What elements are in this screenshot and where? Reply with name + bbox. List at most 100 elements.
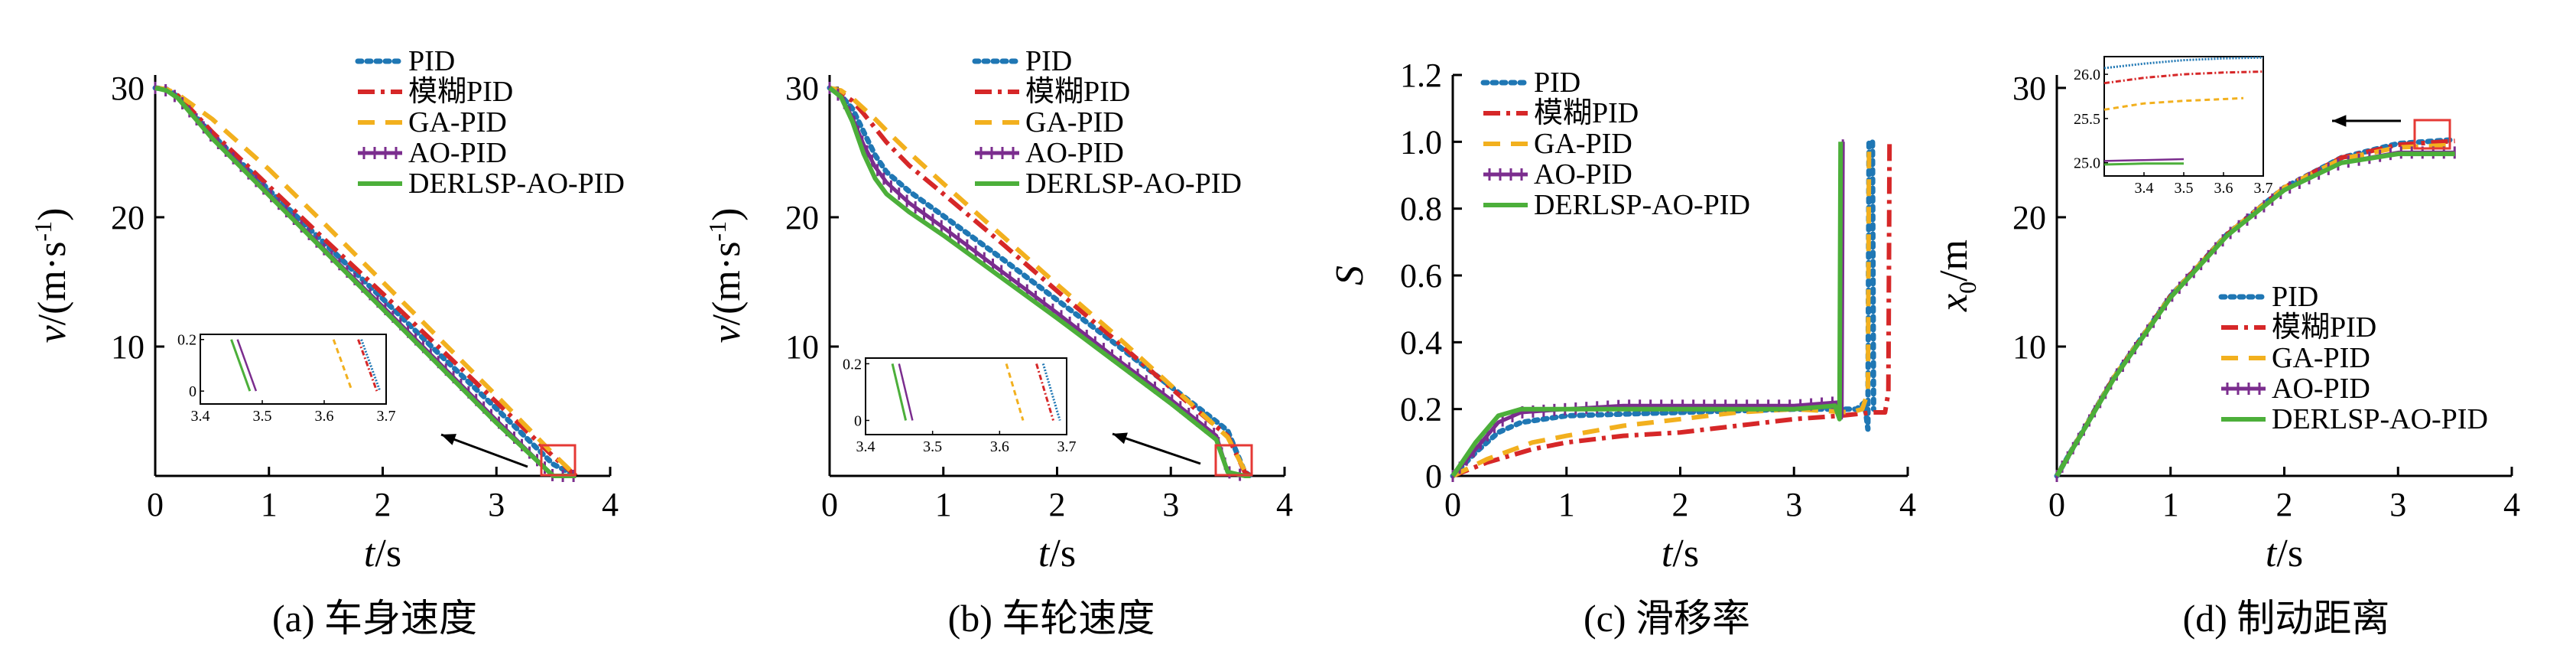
inset-y-tick-label: 25.0	[2074, 155, 2100, 172]
legend-label: PID	[1534, 67, 1580, 99]
y-tick-label: 1.0	[1400, 123, 1442, 161]
x-axis-label-var: t	[1038, 532, 1051, 575]
legend-label: GA-PID	[1534, 128, 1632, 160]
inset-series-模糊PID	[2103, 70, 2264, 85]
x-tick-label: 0	[821, 486, 838, 523]
y-axis-label-unit: /m	[1932, 239, 1976, 282]
inset-x-tick-label: 3.7	[377, 408, 396, 425]
inset-series-PID	[2103, 56, 2264, 70]
inset-x-tick-label: 3.6	[990, 438, 1009, 455]
inset-x-tick-label: 3.6	[315, 408, 334, 425]
inset-x-tick-label: 3.5	[923, 438, 942, 455]
inset-x-tick-label: 3.6	[2214, 180, 2233, 197]
x-tick-label: 2	[1049, 486, 1066, 523]
series-line-DERLSP-AO-PID	[828, 86, 1251, 478]
x-tick-label: 0	[2048, 486, 2065, 523]
x-tick-label: 3	[2389, 486, 2406, 523]
y-tick-label: 20	[785, 199, 819, 236]
y-axis-label-var: v	[705, 324, 749, 343]
x-tick-label: 1	[935, 486, 952, 523]
x-tick-label: 1	[2162, 486, 2179, 523]
inset-y-tick-label: 0	[189, 383, 197, 400]
y-axis-label-unit: /(m·s	[31, 242, 74, 326]
panel-caption: (d) 制动距离	[2183, 597, 2390, 640]
x-axis-label-unit: /s	[2276, 532, 2303, 575]
series-line-DERLSP-AO-PID	[154, 85, 577, 478]
legend-label: AO-PID	[408, 137, 507, 169]
inset-frame	[2103, 56, 2264, 177]
zoom-box	[2413, 119, 2451, 150]
legend-label: DERLSP-AO-PID	[1534, 189, 1750, 221]
inset-series-GA-PID	[1005, 363, 1025, 421]
y-axis-label-close: )	[705, 208, 749, 221]
inset-y-tick-label: 0.2	[177, 332, 197, 349]
y-axis-label-sub: 0	[1954, 282, 1981, 294]
legend-label: PID	[408, 45, 455, 77]
y-tick-label: 0.4	[1400, 324, 1442, 361]
zoom-arrow-head	[1113, 432, 1128, 445]
y-axis-label-var: v	[31, 324, 74, 343]
inset-series-AO-PID	[236, 339, 258, 392]
inset-y-tick-label: 26.0	[2074, 67, 2100, 83]
inset-series-AO-PID	[2103, 158, 2185, 162]
legend-label: AO-PID	[1025, 137, 1124, 169]
inset-series-PID	[1041, 363, 1061, 421]
x-tick-label: 2	[375, 486, 391, 523]
x-axis-label-unit: /s	[375, 532, 401, 575]
series-line-模糊PID	[828, 86, 1252, 478]
zoom-arrow-head	[2332, 115, 2347, 127]
inset-x-tick-label: 3.4	[856, 438, 875, 455]
inset-frame	[865, 357, 1067, 435]
x-tick-label: 2	[2276, 486, 2293, 523]
inset-plot: 3.4 3.5 3.6 3.7 25.0 25.5 26.0	[2074, 56, 2273, 197]
series-line-GA-PID	[154, 85, 578, 478]
inset-series-DERLSP-AO-PID	[230, 339, 252, 392]
y-tick-label: 10	[111, 328, 145, 366]
inset-y-tick-label: 0.2	[843, 356, 862, 373]
inset-plot: 3.4 3.5 3.6 3.7 0 0.2	[843, 356, 1077, 455]
legend-label: DERLSP-AO-PID	[2272, 403, 2488, 435]
y-axis-label-sup: -1	[29, 221, 57, 242]
y-tick-label: 0.2	[1400, 391, 1442, 428]
panel-caption: (a) 车身速度	[272, 597, 477, 640]
y-tick-label: 0.6	[1400, 257, 1442, 295]
y-tick-label: 30	[785, 70, 819, 107]
x-axis-label: t/s	[1662, 532, 1699, 575]
x-axis-label: t/s	[2266, 532, 2303, 575]
y-tick-label: 10	[785, 328, 819, 366]
y-tick-label: 10	[2012, 328, 2046, 366]
zoom-box	[1214, 444, 1253, 477]
inset-plot: 3.4 3.5 3.6 3.7 0 0.2	[177, 332, 396, 425]
zoom-arrow	[1112, 432, 1201, 465]
x-axis-label-var: t	[1662, 532, 1674, 575]
inset-series-模糊PID	[357, 339, 378, 392]
x-tick-label: 1	[261, 486, 278, 523]
x-tick-label: 4	[1276, 486, 1293, 523]
series-line-GA-PID	[829, 85, 1252, 478]
series-line-模糊PID	[1451, 142, 1892, 478]
zoom-box	[540, 444, 577, 477]
inset-x-tick-label: 3.7	[2254, 180, 2273, 197]
zoom-arrow	[440, 433, 528, 468]
zoom-arrow-head	[441, 434, 456, 445]
x-axis-label-unit: /s	[1049, 532, 1076, 575]
legend-label: PID	[2272, 281, 2318, 313]
x-tick-label: 3	[488, 486, 505, 523]
x-tick-label: 4	[2503, 486, 2520, 523]
y-tick-label: 0	[1425, 458, 1442, 495]
series-line-PID	[827, 85, 1253, 479]
legend-label: PID	[1025, 45, 1072, 77]
chart-panel-a: 0 1 2 3 4 10 20 30 t/s v/(m·s-1) PID模糊PIDGA-PIDAO-…	[29, 45, 625, 640]
x-axis-label-var: t	[364, 532, 376, 575]
inset-x-tick-label: 3.4	[2135, 180, 2154, 197]
legend-label: GA-PID	[408, 106, 507, 138]
legend-label: 模糊PID	[408, 76, 513, 108]
y-axis-label-var: x	[1932, 294, 1976, 312]
inset-frame	[200, 334, 387, 405]
chart-panel-d: 0 1 2 3 4102030t/sx0/mPID模糊PIDGA-PIDAO-PIDDE…	[1932, 56, 2520, 640]
legend-label: 模糊PID	[1534, 97, 1639, 129]
x-axis-label: t/s	[1038, 532, 1076, 575]
